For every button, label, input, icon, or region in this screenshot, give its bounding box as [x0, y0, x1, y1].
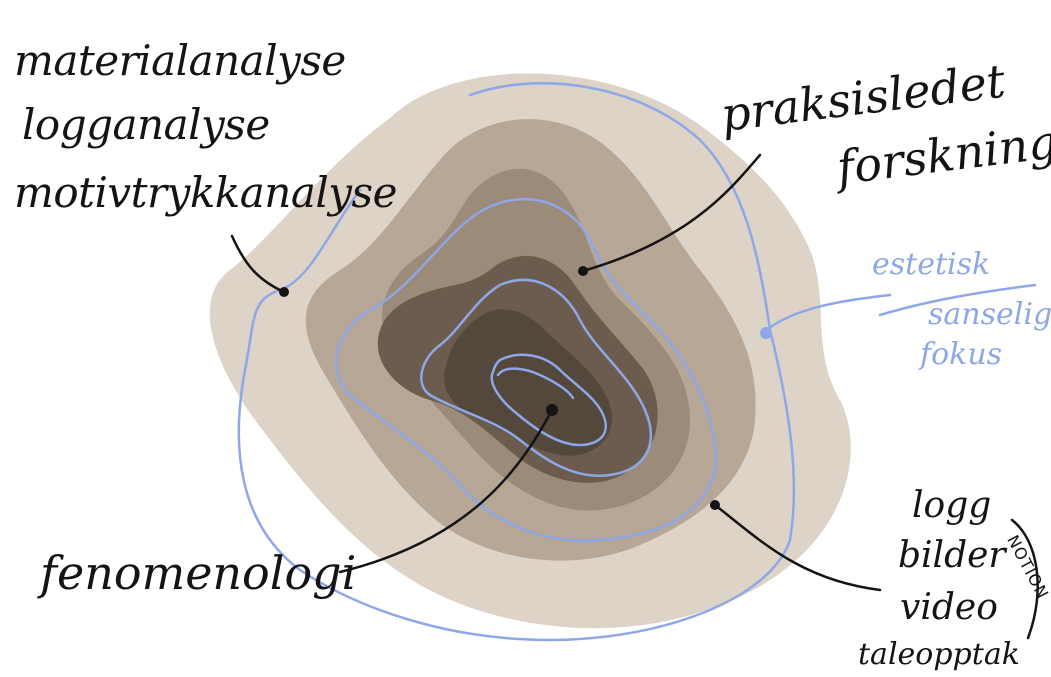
phenomenology-pointer-line — [338, 408, 554, 574]
label-estetisk: estetisk — [872, 247, 991, 282]
contour-line-outer — [237, 82, 796, 642]
label-logg: logg — [912, 485, 992, 526]
focus-pointer-dot — [760, 327, 772, 339]
label-video: video — [900, 587, 998, 628]
label-sanselig: sanselig — [928, 297, 1051, 332]
contour-line-5 — [496, 367, 575, 400]
contour-line-4 — [490, 353, 607, 447]
contour-line-3 — [420, 278, 653, 478]
label-motivtrykkanalyse: motivtrykkanalyse — [14, 168, 397, 217]
methods-pointer-dot — [279, 287, 289, 297]
methods-pointer-line — [230, 234, 286, 294]
focus-underline — [878, 283, 1037, 317]
label-fokus: fokus — [920, 337, 1003, 372]
label-taleopptak: taleopptak — [858, 637, 1020, 672]
praxis-pointer-dot — [578, 266, 588, 276]
label-logganalyse: logganalyse — [22, 100, 270, 149]
contour-line-2 — [334, 197, 717, 542]
notion-bracket-line — [1010, 518, 1039, 640]
label-fenomenologi: fenomenologi — [40, 546, 357, 600]
phenomenology-pointer-dot — [546, 404, 558, 416]
data-pointer-dot — [710, 500, 720, 510]
label-bilder: bilder — [898, 535, 1006, 576]
focus-pointer-line — [764, 293, 892, 332]
label-materialanalyse: materialanalyse — [14, 36, 346, 85]
praxis-pointer-line — [581, 153, 762, 273]
data-pointer-line — [713, 503, 882, 592]
